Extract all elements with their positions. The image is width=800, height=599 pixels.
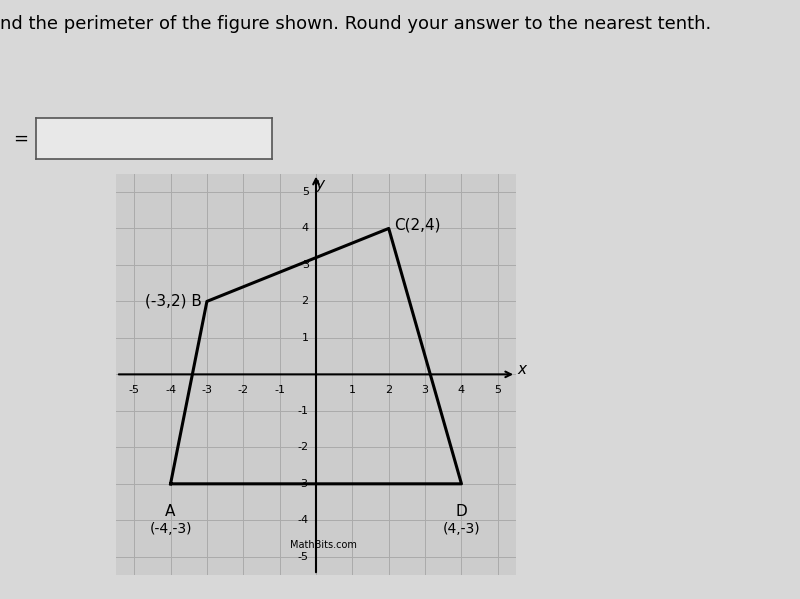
- Text: y: y: [316, 177, 325, 192]
- Text: -2: -2: [238, 385, 249, 395]
- Text: C(2,4): C(2,4): [394, 217, 441, 232]
- Text: =: =: [13, 129, 28, 147]
- Text: 2: 2: [302, 297, 309, 307]
- Text: -5: -5: [129, 385, 140, 395]
- Text: D: D: [455, 504, 467, 519]
- Text: 4: 4: [302, 223, 309, 234]
- Text: A: A: [166, 504, 176, 519]
- Text: nd the perimeter of the figure shown. Round your answer to the nearest tenth.: nd the perimeter of the figure shown. Ro…: [0, 15, 711, 33]
- Text: 4: 4: [458, 385, 465, 395]
- Text: -5: -5: [298, 552, 309, 562]
- Text: (-3,2) B: (-3,2) B: [145, 294, 202, 309]
- Text: 3: 3: [422, 385, 429, 395]
- Text: -1: -1: [274, 385, 285, 395]
- Text: 1: 1: [349, 385, 356, 395]
- Text: (-4,-3): (-4,-3): [150, 522, 192, 536]
- Text: x: x: [518, 362, 527, 377]
- Text: 2: 2: [385, 385, 392, 395]
- Text: -4: -4: [165, 385, 176, 395]
- Text: 3: 3: [302, 260, 309, 270]
- Text: -3: -3: [298, 479, 309, 489]
- Text: MathBits.com: MathBits.com: [290, 540, 357, 550]
- Text: 5: 5: [302, 187, 309, 197]
- Text: -2: -2: [298, 442, 309, 452]
- Text: (4,-3): (4,-3): [442, 522, 480, 536]
- Text: 1: 1: [302, 333, 309, 343]
- Text: -1: -1: [298, 406, 309, 416]
- Text: -4: -4: [298, 515, 309, 525]
- Text: -3: -3: [202, 385, 213, 395]
- Text: 5: 5: [494, 385, 502, 395]
